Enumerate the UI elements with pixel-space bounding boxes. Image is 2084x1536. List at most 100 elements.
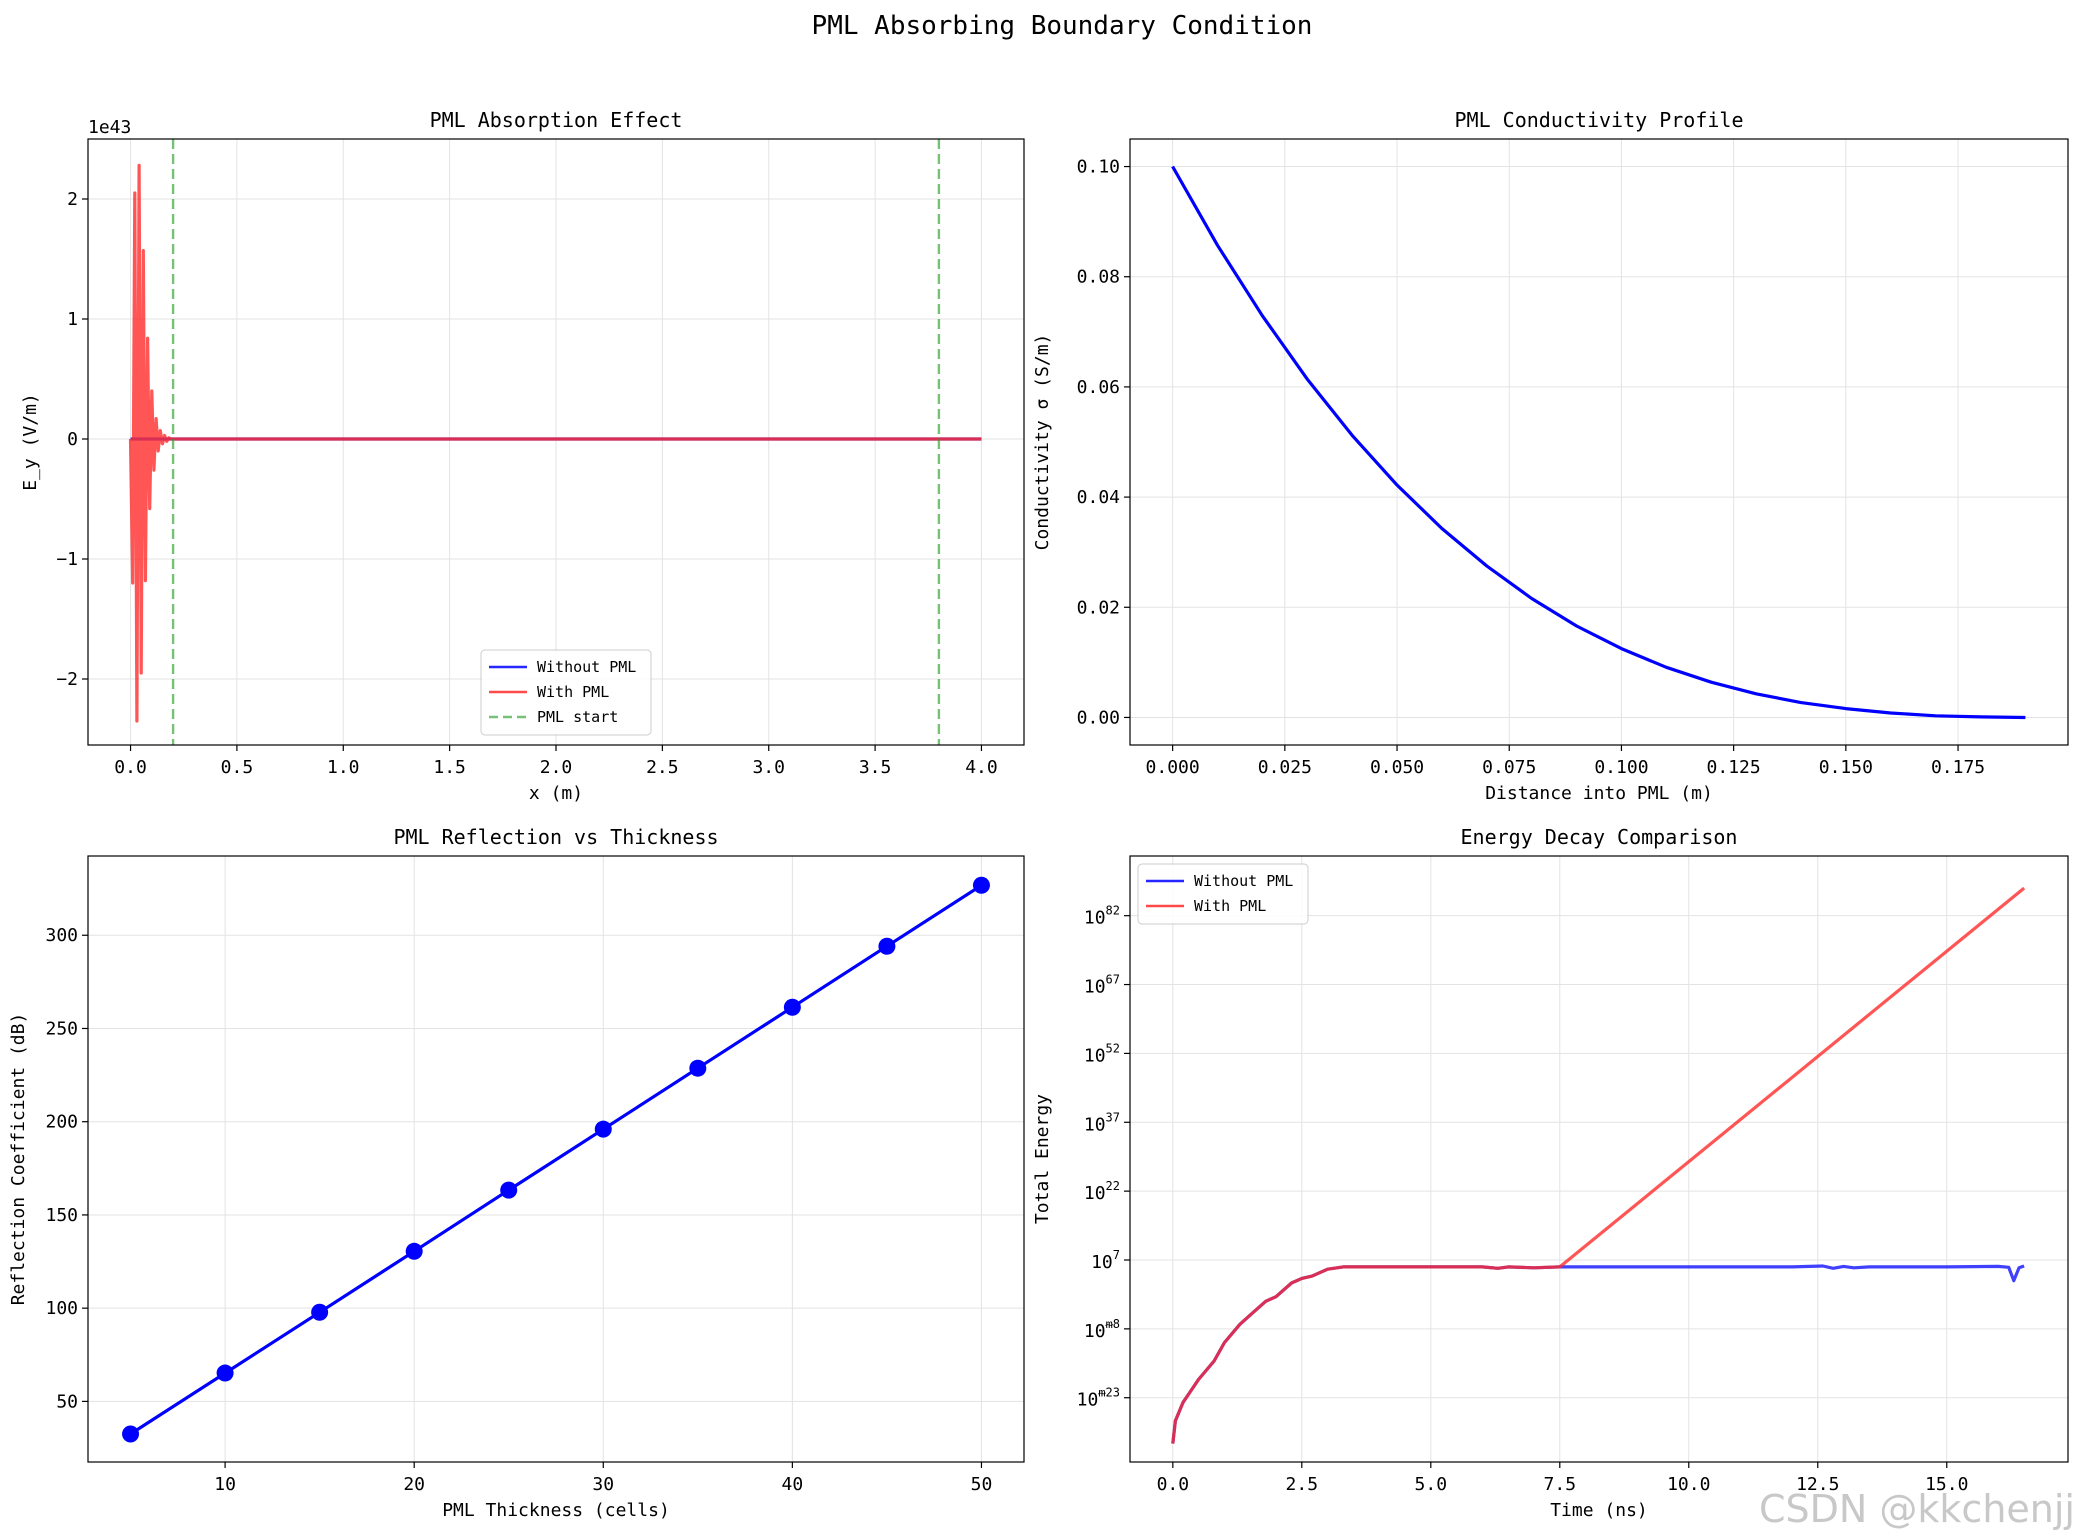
data-point	[500, 1181, 518, 1199]
y-tick-label: 0	[67, 429, 78, 450]
subplot-conductivity: 0.000 0.025 0.050 0.075 0.100 0.125 0.150 0.175…	[1032, 108, 2069, 804]
x-tick-label: 4.0	[965, 757, 998, 778]
x-tick-label: 3.5	[859, 757, 892, 778]
x-tick-label: 0.025	[1258, 757, 1312, 778]
series-line-without-pml	[1171, 1264, 2025, 1444]
x-tick-label: 30	[592, 1474, 614, 1495]
x-tick-label: 20	[403, 1474, 425, 1495]
axes-frame	[1129, 138, 2069, 746]
y-tick-label: 1052	[1084, 1041, 1120, 1066]
subplot-energy: 0.0 2.5 5.0 7.5 10.0 12.5 15.0 10ᵯ23 10ᵯ8 107 1022…	[1032, 825, 2069, 1521]
y-tick-label: 1	[67, 309, 78, 330]
x-tick-label: 0.0	[1157, 1474, 1190, 1495]
data-point	[878, 937, 896, 955]
legend-label: With PML	[537, 683, 609, 701]
x-tick-label: 2.5	[646, 757, 679, 778]
data-point	[783, 998, 801, 1016]
x-tick-label: 5.0	[1415, 1474, 1448, 1495]
legend-label: PML start	[537, 708, 618, 726]
legend: Without PML With PML	[1137, 863, 1309, 925]
x-axis-label: x (m)	[529, 783, 583, 804]
y-axis-label: E_y (V/m)	[20, 393, 41, 491]
x-tick-label: 0.150	[1819, 757, 1873, 778]
axes-frame	[87, 855, 1025, 1463]
y-axis-label: Total Energy	[1032, 1094, 1053, 1224]
y-tick-label: 1082	[1084, 904, 1120, 929]
data-point	[311, 1303, 329, 1321]
data-point	[405, 1242, 423, 1260]
data-point	[216, 1364, 234, 1382]
legend-label: Without PML	[537, 658, 636, 676]
y-tick-label: 150	[45, 1205, 78, 1226]
y-axis-label: Conductivity σ (S/m)	[1032, 334, 1053, 551]
y-tick-label: 100	[45, 1298, 78, 1319]
x-tick-label: 1.5	[433, 757, 466, 778]
y-tick-label: 10ᵯ23	[1077, 1386, 1120, 1411]
subplot-title: PML Conductivity Profile	[1455, 108, 1744, 132]
y-tick-label: −2	[56, 669, 78, 690]
axes-frame	[87, 138, 1025, 746]
data-point	[122, 1425, 140, 1443]
figure-title: PML Absorbing Boundary Condition	[812, 11, 1313, 41]
y-tick-label: 107	[1091, 1248, 1120, 1273]
x-tick-label: 10	[214, 1474, 236, 1495]
x-axis-label: Distance into PML (m)	[1485, 783, 1713, 804]
axes-frame	[1129, 855, 2069, 1463]
y-offset-text: 1e43	[88, 117, 131, 138]
x-tick-label: 12.5	[1796, 1474, 1839, 1495]
y-tick-label: 10ᵯ8	[1084, 1317, 1120, 1342]
x-axis-label: PML Thickness (cells)	[442, 1500, 670, 1521]
y-tick-label: 50	[56, 1391, 78, 1412]
x-tick-label: 50	[971, 1474, 993, 1495]
x-tick-label: 0.100	[1594, 757, 1648, 778]
subplot-title: Energy Decay Comparison	[1461, 825, 1738, 849]
legend-box	[1137, 863, 1309, 925]
x-tick-label: 0.075	[1482, 757, 1536, 778]
series-line-with-pml	[128, 163, 982, 723]
y-tick-label: 1067	[1084, 973, 1120, 998]
x-tick-label: 0.000	[1146, 757, 1200, 778]
y-tick-label: 0.02	[1077, 597, 1120, 618]
plot-area	[1171, 165, 2026, 720]
x-tick-label: 1.0	[327, 757, 360, 778]
series-line-with-pml	[1171, 886, 2026, 1444]
x-tick-label: 0.125	[1707, 757, 1761, 778]
subplot-reflection: 10 20 30 40 50 50 100 150 200 250 300 PML Reflectio…	[8, 825, 1025, 1521]
y-tick-label: 0.08	[1077, 267, 1120, 288]
x-tick-label: 3.0	[752, 757, 785, 778]
x-tick-label: 0.175	[1931, 757, 1985, 778]
x-tick-label: 10.0	[1667, 1474, 1710, 1495]
x-axis-label: Time (ns)	[1550, 1500, 1648, 1521]
legend-box	[480, 649, 652, 736]
plot-area	[1171, 886, 2026, 1444]
x-tick-label: 0.050	[1370, 757, 1424, 778]
legend-label: Without PML	[1194, 872, 1293, 890]
y-tick-label: 1022	[1084, 1179, 1120, 1204]
y-tick-label: 1037	[1084, 1110, 1120, 1135]
subplot-absorption: 0.0 0.5 1.0 1.5 2.0 2.5 3.0 3.5 4.0 −2 −1 0 1 2 PML Ab…	[20, 108, 1025, 804]
legend-label: With PML	[1194, 897, 1266, 915]
x-tick-label: 0.5	[221, 757, 254, 778]
y-tick-label: 0.04	[1077, 487, 1120, 508]
subplot-title: PML Absorption Effect	[430, 108, 683, 132]
watermark: CSDN @kkchenjj	[1759, 1487, 2075, 1531]
y-tick-label: −1	[56, 549, 78, 570]
x-tick-label: 2.5	[1286, 1474, 1319, 1495]
y-tick-label: 0.06	[1077, 377, 1120, 398]
y-tick-label: 250	[45, 1018, 78, 1039]
y-tick-label: 0.00	[1077, 707, 1120, 728]
x-tick-label: 7.5	[1544, 1474, 1577, 1495]
y-axis-label: Reflection Coefficient (dB)	[8, 1013, 29, 1306]
y-tick-label: 0.10	[1077, 157, 1120, 178]
x-tick-label: 40	[782, 1474, 804, 1495]
y-tick-label: 200	[45, 1112, 78, 1133]
y-tick-label: 300	[45, 925, 78, 946]
data-point	[689, 1059, 707, 1077]
x-tick-label: 0.0	[114, 757, 147, 778]
subplots: 0.0 0.5 1.0 1.5 2.0 2.5 3.0 3.5 4.0 −2 −1 0 1 2 PML Ab…	[8, 108, 2069, 1521]
data-point	[594, 1120, 612, 1138]
x-tick-label: 2.0	[540, 757, 573, 778]
plot-area	[122, 876, 990, 1443]
x-tick-label: 15.0	[1925, 1474, 1968, 1495]
